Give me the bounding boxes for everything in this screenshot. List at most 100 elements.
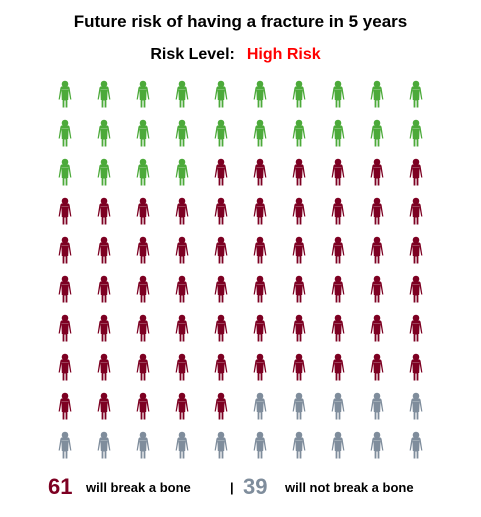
person-icon bbox=[58, 353, 72, 381]
safe-label: will not break a bone bbox=[285, 480, 414, 495]
person-icon bbox=[370, 236, 384, 264]
person-icon bbox=[214, 431, 228, 459]
person-icon bbox=[331, 431, 345, 459]
person-icon bbox=[253, 353, 267, 381]
person-icon bbox=[175, 197, 189, 225]
person-icon bbox=[136, 275, 150, 303]
person-icon bbox=[409, 314, 423, 342]
person-icon bbox=[214, 236, 228, 264]
person-icon bbox=[331, 236, 345, 264]
person-icon bbox=[136, 119, 150, 147]
summary: 61 will break a bone | 39 will not break… bbox=[0, 474, 481, 502]
person-icon bbox=[58, 236, 72, 264]
person-icon bbox=[253, 197, 267, 225]
person-icon bbox=[331, 353, 345, 381]
person-icon bbox=[292, 80, 306, 108]
person-icon bbox=[370, 197, 384, 225]
person-icon bbox=[253, 80, 267, 108]
risk-level-value: High Risk bbox=[246, 46, 321, 63]
person-icon bbox=[214, 197, 228, 225]
person-icon bbox=[253, 236, 267, 264]
person-icon bbox=[214, 275, 228, 303]
person-icon bbox=[97, 431, 111, 459]
person-icon bbox=[58, 392, 72, 420]
person-icon bbox=[214, 158, 228, 186]
person-icon bbox=[409, 392, 423, 420]
risk-level-label: Risk Level: bbox=[150, 46, 235, 63]
chart-title: Future risk of having a fracture in 5 ye… bbox=[73, 12, 408, 31]
person-icon bbox=[370, 353, 384, 381]
person-icon bbox=[97, 80, 111, 108]
person-icon bbox=[331, 158, 345, 186]
person-icon bbox=[58, 275, 72, 303]
person-icon bbox=[214, 314, 228, 342]
person-icon bbox=[136, 314, 150, 342]
person-icon bbox=[331, 275, 345, 303]
person-icon bbox=[175, 275, 189, 303]
person-icon bbox=[214, 392, 228, 420]
person-icon bbox=[136, 197, 150, 225]
person-icon bbox=[409, 236, 423, 264]
person-icon bbox=[253, 392, 267, 420]
person-icon bbox=[58, 314, 72, 342]
person-icon bbox=[97, 197, 111, 225]
summary-separator: | bbox=[230, 480, 234, 495]
person-icon bbox=[214, 119, 228, 147]
break-label: will break a bone bbox=[86, 480, 191, 495]
person-icon bbox=[292, 353, 306, 381]
person-icon bbox=[97, 353, 111, 381]
person-icon bbox=[136, 80, 150, 108]
safe-count: 39 bbox=[243, 474, 268, 499]
person-icon bbox=[136, 392, 150, 420]
person-icon bbox=[292, 275, 306, 303]
person-icon bbox=[136, 353, 150, 381]
person-icon bbox=[175, 236, 189, 264]
person-icon bbox=[331, 119, 345, 147]
person-icon bbox=[409, 353, 423, 381]
risk-level: Risk Level: High Risk bbox=[0, 46, 471, 64]
person-icon bbox=[370, 392, 384, 420]
person-icon bbox=[58, 431, 72, 459]
person-icon bbox=[136, 431, 150, 459]
person-icon bbox=[175, 353, 189, 381]
person-icon bbox=[292, 236, 306, 264]
person-icon bbox=[58, 119, 72, 147]
person-icon bbox=[253, 431, 267, 459]
person-icon bbox=[175, 314, 189, 342]
person-icon bbox=[253, 158, 267, 186]
break-count: 61 bbox=[48, 474, 73, 499]
person-icon bbox=[409, 158, 423, 186]
person-icon bbox=[409, 275, 423, 303]
person-icon bbox=[331, 197, 345, 225]
person-icon bbox=[292, 119, 306, 147]
person-icon bbox=[253, 275, 267, 303]
person-icon bbox=[253, 314, 267, 342]
person-icon bbox=[175, 80, 189, 108]
person-icon bbox=[97, 119, 111, 147]
person-icon bbox=[409, 119, 423, 147]
person-icon bbox=[58, 80, 72, 108]
person-icon bbox=[214, 80, 228, 108]
person-icon bbox=[214, 353, 228, 381]
person-icon bbox=[292, 197, 306, 225]
person-icon bbox=[370, 80, 384, 108]
person-icon bbox=[175, 119, 189, 147]
person-icon bbox=[409, 80, 423, 108]
person-icon bbox=[175, 392, 189, 420]
person-icon bbox=[370, 158, 384, 186]
person-icon bbox=[370, 431, 384, 459]
person-icon bbox=[58, 158, 72, 186]
person-icon bbox=[97, 158, 111, 186]
person-icon bbox=[370, 275, 384, 303]
person-icon bbox=[331, 314, 345, 342]
person-icon bbox=[175, 158, 189, 186]
person-icon bbox=[292, 431, 306, 459]
person-icon bbox=[370, 119, 384, 147]
person-icon bbox=[292, 314, 306, 342]
person-icon bbox=[409, 197, 423, 225]
person-icon bbox=[409, 431, 423, 459]
person-icon bbox=[331, 80, 345, 108]
person-icon bbox=[136, 236, 150, 264]
person-icon bbox=[175, 431, 189, 459]
